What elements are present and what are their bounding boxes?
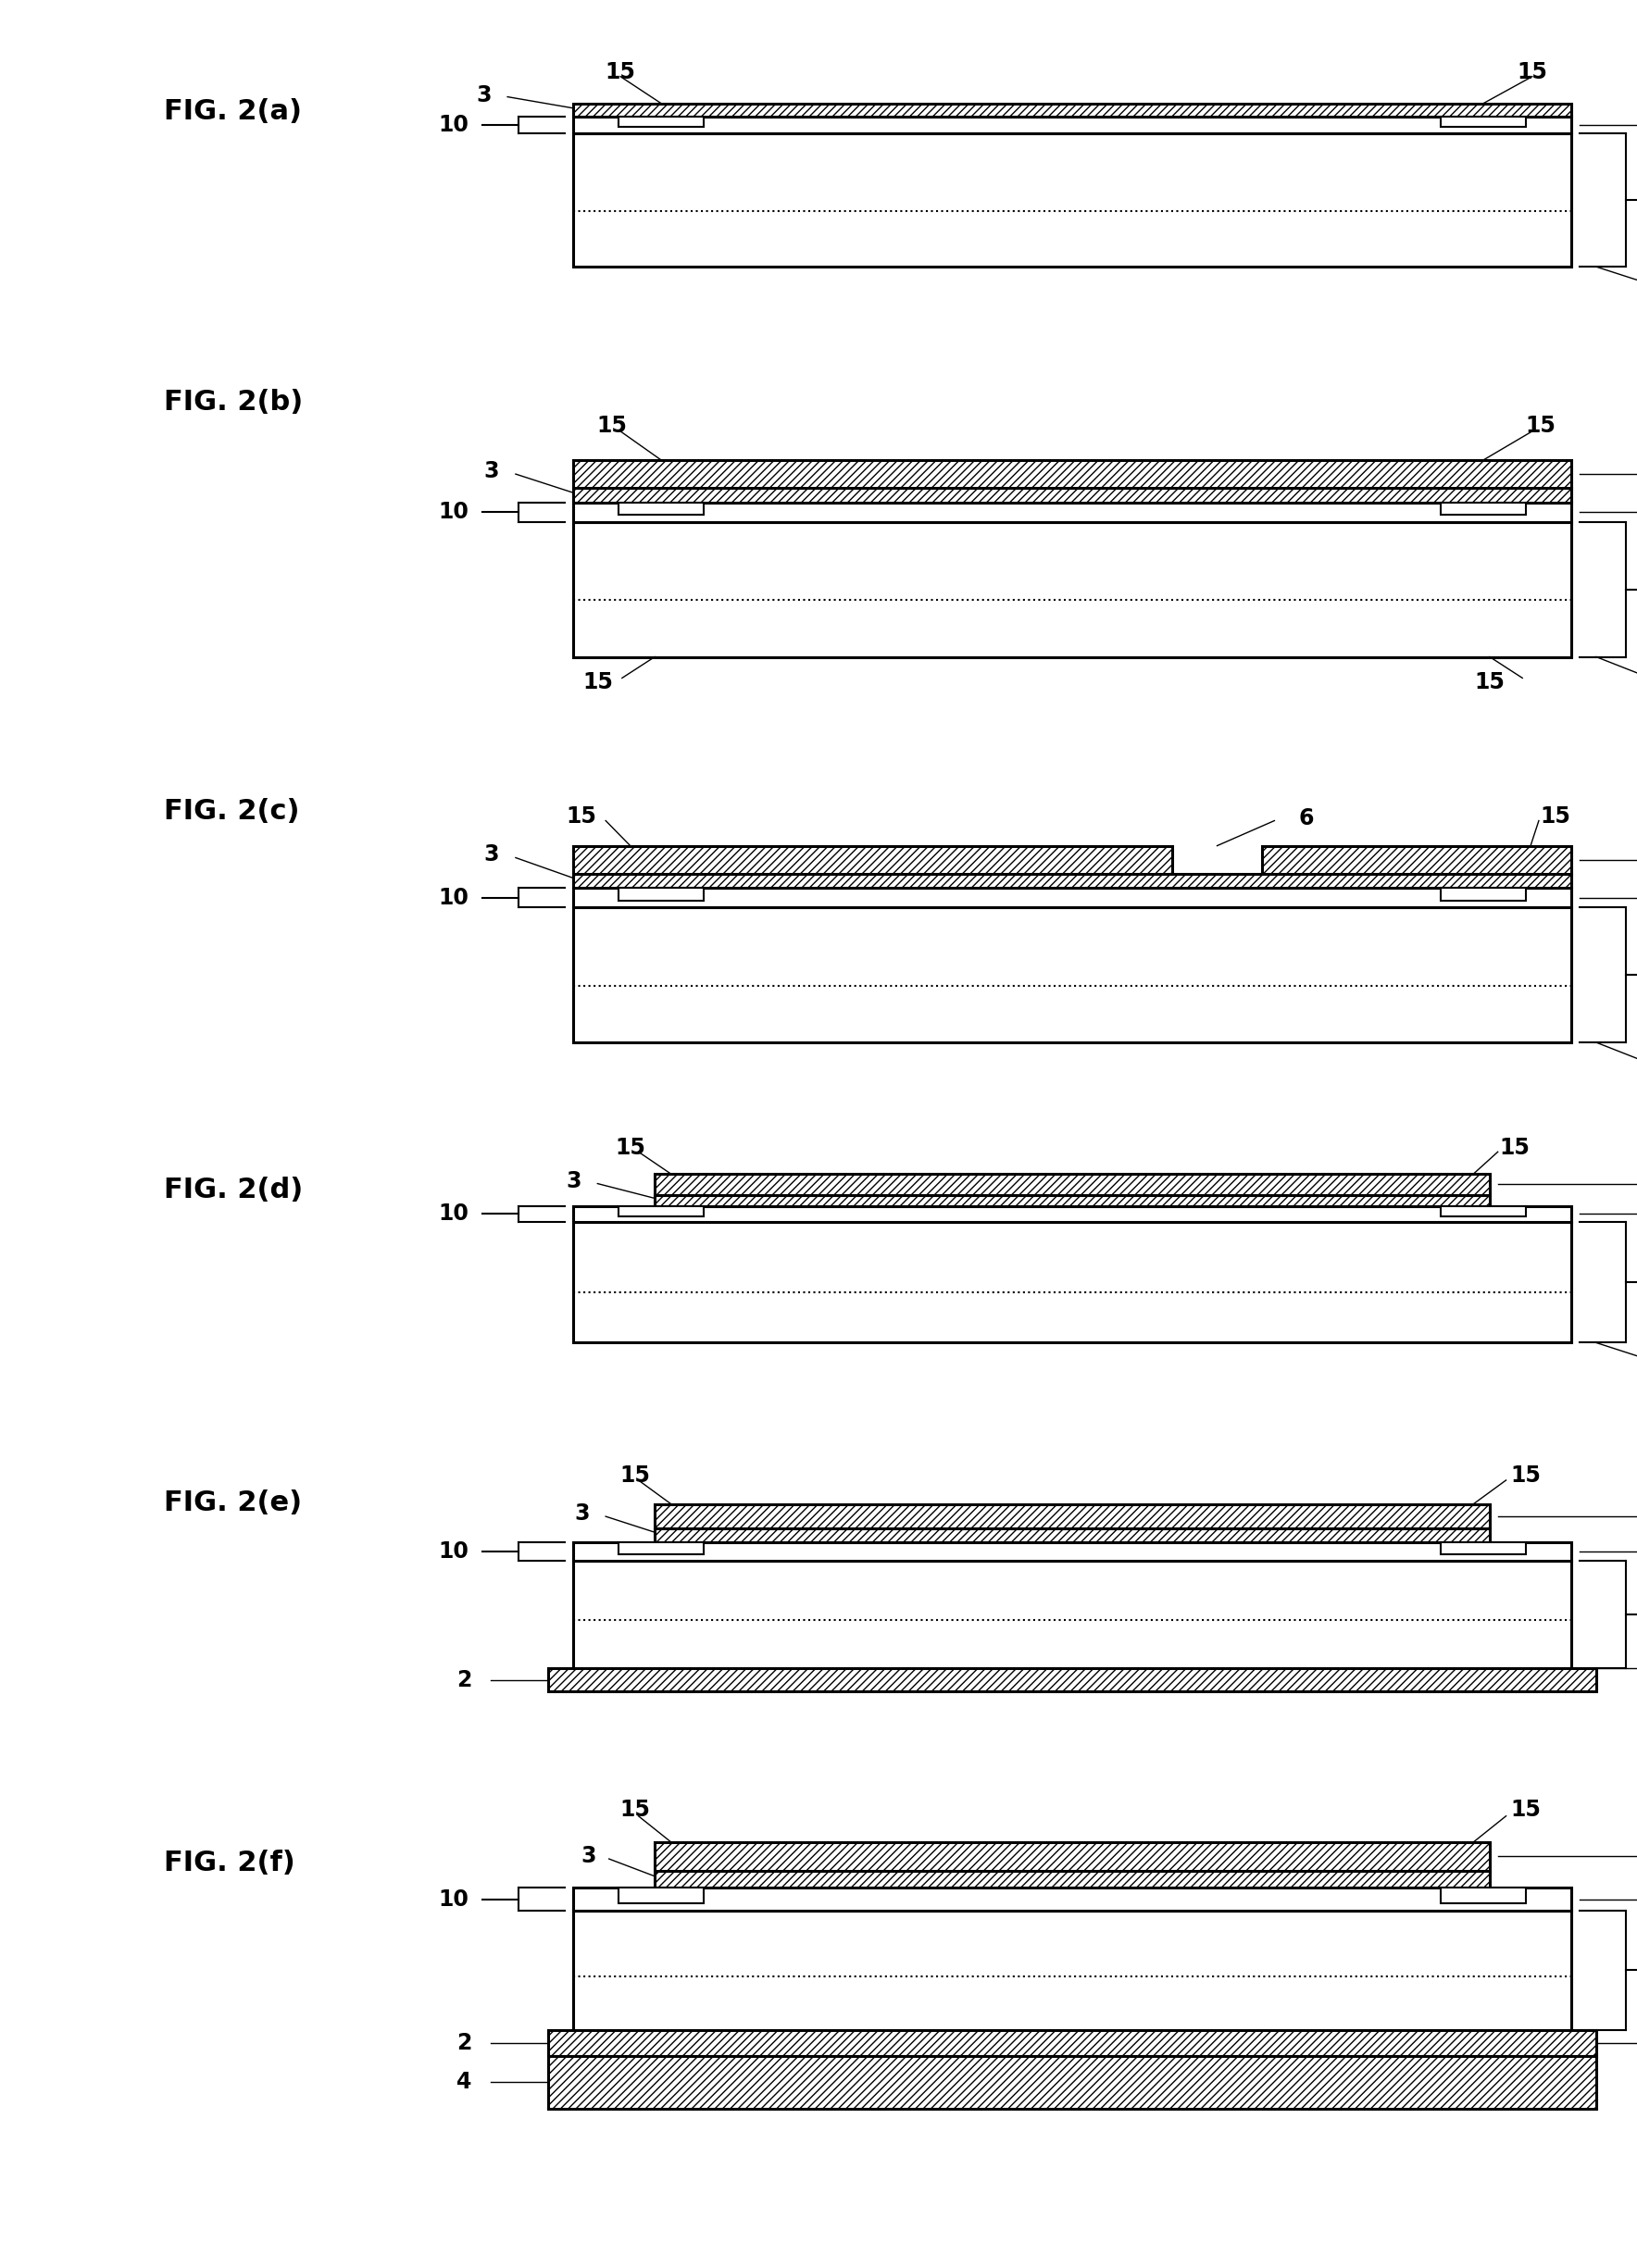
Text: 15: 15 — [566, 805, 596, 828]
Bar — [573, 1887, 1572, 1912]
Bar — [573, 889, 1572, 907]
Text: 2: 2 — [457, 2032, 471, 2055]
Bar — [655, 1842, 1490, 1871]
Text: FIG. 2(d): FIG. 2(d) — [164, 1177, 303, 1204]
Bar — [655, 1195, 1490, 1207]
Bar — [573, 1542, 1572, 1560]
Bar — [573, 1207, 1572, 1222]
Bar — [655, 1871, 1490, 1887]
Bar — [1262, 846, 1572, 873]
Bar — [619, 1887, 704, 1903]
Bar — [619, 1542, 704, 1554]
Text: 3: 3 — [485, 460, 499, 483]
Bar — [1441, 1887, 1526, 1903]
Bar — [1441, 889, 1526, 900]
Text: FIG. 2(b): FIG. 2(b) — [164, 388, 303, 415]
Bar — [655, 1504, 1490, 1529]
Bar — [655, 1175, 1490, 1195]
Bar — [548, 1669, 1596, 1692]
Text: 15: 15 — [616, 1136, 645, 1159]
Text: FIG. 2(c): FIG. 2(c) — [164, 798, 300, 826]
Bar — [573, 907, 1572, 1043]
Text: 15: 15 — [583, 671, 612, 694]
Text: 10: 10 — [439, 501, 470, 524]
Text: 15: 15 — [1499, 1136, 1529, 1159]
Text: 10: 10 — [439, 1889, 470, 1910]
Text: 15: 15 — [1511, 1465, 1540, 1486]
Text: FIG. 2(f): FIG. 2(f) — [164, 1851, 295, 1876]
Bar — [573, 118, 1572, 134]
Bar — [548, 2057, 1596, 2109]
Text: 15: 15 — [598, 415, 627, 438]
Text: 3: 3 — [476, 84, 491, 107]
Bar — [1441, 503, 1526, 515]
Text: 2: 2 — [457, 1669, 471, 1692]
Bar — [619, 1207, 704, 1216]
Text: FIG. 2(e): FIG. 2(e) — [164, 1490, 301, 1515]
Text: FIG. 2(a): FIG. 2(a) — [164, 98, 301, 125]
Bar — [1441, 1207, 1526, 1216]
Text: 10: 10 — [439, 887, 470, 909]
Bar — [573, 488, 1572, 503]
Bar — [1441, 118, 1526, 127]
Text: 15: 15 — [1526, 415, 1555, 438]
Text: 4: 4 — [457, 2071, 471, 2093]
Bar — [548, 2030, 1596, 2057]
Text: 15: 15 — [1475, 671, 1504, 694]
Text: 3: 3 — [566, 1170, 581, 1193]
Text: 10: 10 — [439, 1540, 470, 1563]
Text: 15: 15 — [1511, 1799, 1540, 1821]
Bar — [619, 118, 704, 127]
Bar — [573, 1560, 1572, 1669]
Text: 15: 15 — [620, 1465, 650, 1486]
Text: 6: 6 — [1300, 807, 1315, 830]
Text: 15: 15 — [1540, 805, 1570, 828]
Bar — [619, 503, 704, 515]
Bar — [655, 1529, 1490, 1542]
Bar — [573, 873, 1572, 889]
Bar — [573, 134, 1572, 268]
Bar — [573, 503, 1572, 522]
Text: 15: 15 — [620, 1799, 650, 1821]
Bar — [1441, 1542, 1526, 1554]
Text: 3: 3 — [581, 1846, 596, 1867]
Text: 10: 10 — [439, 113, 470, 136]
Bar — [573, 522, 1572, 658]
Text: 10: 10 — [439, 1202, 470, 1225]
Text: 15: 15 — [1517, 61, 1547, 84]
Text: 3: 3 — [575, 1501, 589, 1524]
Bar — [573, 846, 1172, 873]
Bar — [573, 1912, 1572, 2030]
Bar — [573, 104, 1572, 118]
Bar — [619, 889, 704, 900]
Bar — [573, 1222, 1572, 1343]
Text: 3: 3 — [485, 844, 499, 866]
Text: 15: 15 — [606, 61, 635, 84]
Bar — [573, 460, 1572, 488]
